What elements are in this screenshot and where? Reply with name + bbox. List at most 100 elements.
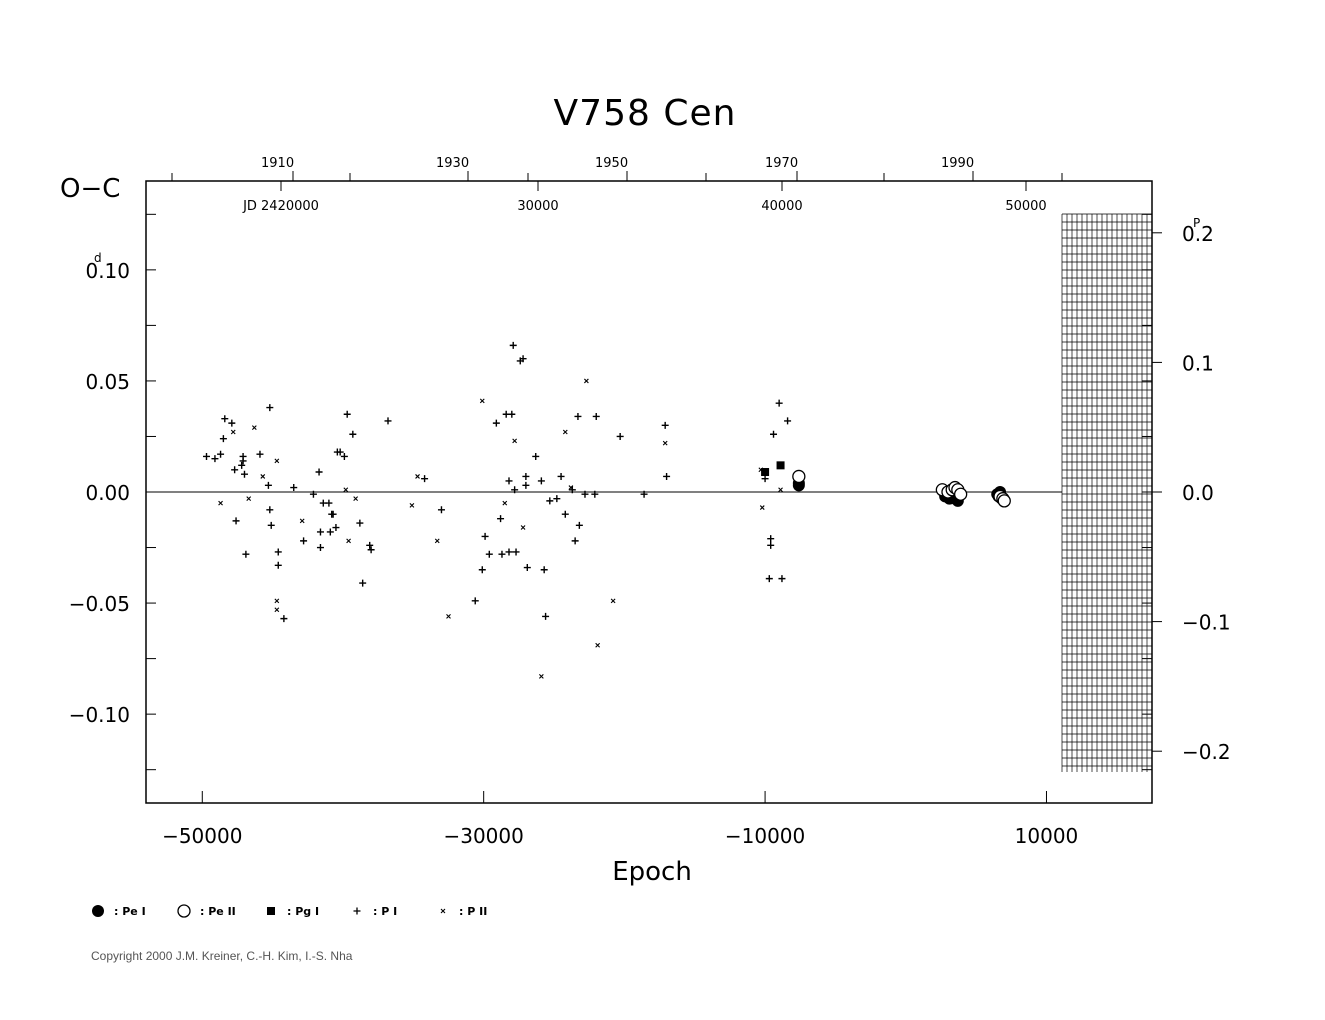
data-point-plus bbox=[219, 435, 227, 443]
data-point-plus bbox=[316, 544, 324, 552]
data-point-cross bbox=[251, 425, 257, 430]
data-point-cross bbox=[538, 673, 544, 679]
data-point-cross bbox=[759, 505, 765, 510]
data-point-plus bbox=[290, 484, 298, 492]
data-point-plus bbox=[367, 546, 375, 554]
data-point-plus bbox=[266, 404, 274, 412]
data-point-plus bbox=[232, 517, 240, 525]
data-point-plus bbox=[266, 506, 274, 514]
data-point-plus bbox=[231, 466, 239, 474]
data-point-open-circle bbox=[997, 494, 1011, 508]
right-tick-label: 0.2 bbox=[1182, 222, 1214, 246]
data-point-plus bbox=[384, 417, 392, 425]
data-point-plus bbox=[238, 461, 246, 469]
right-unit-superscript: P bbox=[1193, 216, 1200, 230]
data-point-cross bbox=[662, 440, 668, 446]
data-point-plus bbox=[221, 415, 229, 423]
top-year-label: 1910 bbox=[261, 156, 294, 171]
data-point-cross bbox=[274, 598, 280, 604]
data-point-cross bbox=[568, 485, 574, 490]
data-point-plus bbox=[522, 472, 530, 480]
data-point-plus bbox=[775, 399, 783, 407]
data-point-plus bbox=[557, 472, 565, 480]
y-tick-label: −0.05 bbox=[69, 592, 130, 616]
data-point-plus bbox=[343, 410, 351, 418]
legend-label: : Pe II bbox=[200, 905, 236, 918]
data-point-cross bbox=[584, 378, 589, 384]
data-point-cross bbox=[778, 487, 783, 493]
legend-label: : Pe I bbox=[114, 905, 146, 918]
data-point-cross bbox=[446, 614, 451, 619]
top-year-label: 1970 bbox=[765, 156, 798, 171]
top-year-label: 1950 bbox=[595, 156, 628, 171]
data-point-cross bbox=[343, 487, 349, 493]
data-point-plus bbox=[478, 566, 486, 574]
copyright-text: Copyright 2000 J.M. Kreiner, C.-H. Kim, … bbox=[91, 949, 353, 963]
y-tick-label: −0.10 bbox=[69, 703, 130, 727]
data-point-plus bbox=[574, 412, 582, 420]
data-point-cross bbox=[218, 500, 223, 506]
data-point-plus bbox=[522, 481, 530, 489]
right-tick-label: −0.2 bbox=[1182, 740, 1231, 764]
y-tick-label: 0.05 bbox=[85, 370, 130, 394]
data-point-plus bbox=[508, 410, 516, 418]
data-point-plus bbox=[592, 412, 600, 420]
data-point-plus bbox=[767, 535, 775, 543]
data-point-plus bbox=[511, 486, 519, 494]
data-point-plus bbox=[532, 452, 540, 460]
data-point-open-circle bbox=[792, 469, 806, 484]
data-point-plus bbox=[784, 417, 792, 425]
top-year-label: 1930 bbox=[436, 156, 469, 171]
data-point-plus bbox=[359, 579, 367, 587]
legend-symbol bbox=[440, 908, 446, 914]
legend-symbol bbox=[267, 907, 275, 915]
data-point-cross bbox=[274, 607, 280, 613]
data-point-plus bbox=[280, 615, 288, 623]
data-point-plus bbox=[540, 566, 548, 574]
data-point-cross bbox=[758, 467, 764, 473]
x-tick-label: −50000 bbox=[162, 824, 242, 848]
data-point-plus bbox=[309, 490, 317, 498]
data-point-cross bbox=[502, 500, 508, 506]
data-point-plus bbox=[356, 519, 364, 527]
data-point-plus bbox=[300, 537, 308, 545]
data-point-plus bbox=[497, 515, 505, 523]
y-axis-label: O−C bbox=[60, 174, 120, 204]
legend-symbol bbox=[353, 907, 361, 915]
data-point-plus bbox=[421, 475, 429, 483]
data-point-cross bbox=[409, 502, 415, 508]
data-point-plus bbox=[546, 497, 554, 505]
data-point-cross bbox=[479, 398, 485, 404]
data-point-plus bbox=[663, 472, 671, 480]
data-marks bbox=[203, 341, 1011, 679]
data-point-plus bbox=[274, 561, 282, 569]
data-point-plus bbox=[770, 430, 778, 438]
data-point-plus bbox=[437, 506, 445, 514]
data-point-cross bbox=[434, 538, 440, 544]
axes-layer: 0.10d 0.05 0.00 −0.05 −0.10 0.2P 0.1 0.0 −0.1 −0.… bbox=[69, 156, 1231, 848]
data-point-plus bbox=[228, 419, 236, 427]
data-point-plus bbox=[332, 524, 340, 532]
data-point-cross bbox=[260, 474, 266, 479]
top-jd-label: 50000 bbox=[1005, 199, 1046, 214]
data-point-plus bbox=[267, 521, 275, 529]
data-point-plus bbox=[616, 432, 624, 440]
right-tick-label: −0.1 bbox=[1182, 611, 1231, 635]
data-point-plus bbox=[575, 521, 583, 529]
data-point-plus bbox=[264, 481, 272, 489]
data-point-plus bbox=[217, 450, 225, 458]
data-point-plus bbox=[349, 430, 357, 438]
data-point-plus bbox=[509, 341, 517, 349]
data-point-plus bbox=[765, 575, 773, 583]
data-point-cross bbox=[353, 496, 359, 502]
y-tick-label: 0.10 bbox=[85, 259, 130, 283]
data-point-plus bbox=[492, 419, 500, 427]
x-axis-title: Epoch bbox=[612, 857, 692, 887]
right-tick-label: 0.1 bbox=[1182, 351, 1214, 375]
data-point-plus bbox=[326, 528, 334, 536]
legend-symbol bbox=[177, 904, 191, 918]
data-point-plus bbox=[591, 490, 599, 498]
y-axis-title: O−C bbox=[60, 174, 120, 204]
data-point-plus bbox=[239, 457, 247, 465]
